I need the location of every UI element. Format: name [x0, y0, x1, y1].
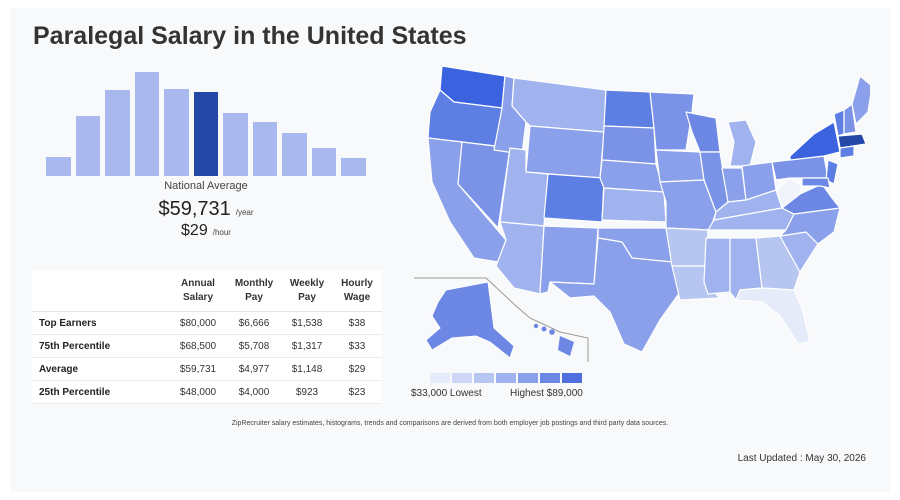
- row-label: Average: [32, 357, 170, 381]
- state-arkansas[interactable]: [665, 227, 709, 267]
- legend-low-label: $33,000 Lowest: [411, 388, 482, 399]
- state-michigan[interactable]: [727, 119, 757, 167]
- state-mississippi[interactable]: [703, 237, 731, 295]
- national-average-yearly: $59,731/year: [46, 198, 366, 221]
- table-cell: $1,317: [282, 334, 332, 358]
- state-nebraska[interactable]: [599, 159, 665, 193]
- table-cell: $68,500: [170, 334, 226, 358]
- state-minnesota[interactable]: [649, 91, 695, 151]
- table-row: Average $59,731 $4,977 $1,148 $29: [32, 357, 382, 381]
- histogram-bar-national-average: [193, 92, 219, 176]
- national-average-label: National Average: [164, 180, 248, 192]
- table-cell: $4,977: [226, 357, 282, 381]
- histogram-bar: [252, 121, 278, 176]
- histogram-bar: [341, 157, 366, 176]
- state-massachusetts[interactable]: [837, 133, 867, 149]
- state-texas[interactable]: [549, 237, 681, 353]
- us-salary-map: [414, 65, 870, 362]
- row-label: 75th Percentile: [32, 334, 170, 358]
- table-cell: $80,000: [170, 311, 226, 335]
- column-header: Annual Salary: [170, 270, 226, 312]
- legend-swatch: [562, 373, 582, 383]
- histogram-bar: [311, 148, 337, 176]
- table-cell: $59,731: [170, 357, 226, 381]
- row-label: Top Earners: [32, 311, 170, 335]
- inset-divider-line: [414, 277, 589, 362]
- table-cell: $48,000: [170, 380, 226, 404]
- histogram-bar: [105, 90, 130, 176]
- state-connecticut[interactable]: [839, 145, 855, 159]
- hourly-unit: /hour: [212, 228, 231, 237]
- yearly-value: $59,731: [158, 198, 231, 220]
- page-title: Paralegal Salary in the United States: [33, 22, 467, 50]
- table-corner: [32, 270, 170, 312]
- table-cell: $33: [332, 334, 382, 358]
- table-row: 25th Percentile $48,000 $4,000 $923 $23: [32, 380, 382, 404]
- table-cell: $4,000: [226, 380, 282, 404]
- histogram-bar: [134, 72, 160, 176]
- histogram-bar: [75, 115, 101, 176]
- column-header: Monthly Pay: [226, 270, 282, 312]
- column-header: Weekly Pay: [282, 270, 332, 312]
- state-arizona[interactable]: [495, 221, 545, 295]
- table-row: 75th Percentile $68,500 $5,708 $1,317 $3…: [32, 334, 382, 358]
- column-header: Hourly Wage: [332, 270, 382, 312]
- state-kansas[interactable]: [601, 187, 667, 223]
- state-hawaii[interactable]: [533, 323, 574, 356]
- state-colorado[interactable]: [543, 173, 605, 223]
- state-alaska[interactable]: [425, 281, 515, 359]
- table-cell: $1,148: [282, 357, 332, 381]
- state-wyoming[interactable]: [525, 125, 605, 179]
- histogram-bar: [223, 113, 248, 176]
- table-cell: $23: [332, 380, 382, 404]
- state-georgia[interactable]: [755, 235, 801, 291]
- state-west-virginia[interactable]: [775, 177, 803, 209]
- national-average-hourly: $29/hour: [46, 222, 366, 240]
- state-north-dakota[interactable]: [603, 89, 655, 129]
- legend-swatch: [452, 373, 472, 383]
- state-florida[interactable]: [735, 287, 811, 345]
- state-south-dakota[interactable]: [601, 125, 657, 165]
- yearly-unit: /year: [235, 208, 254, 217]
- histogram-bar: [46, 156, 71, 176]
- state-maine[interactable]: [851, 75, 870, 125]
- salary-table: Annual Salary Monthly Pay Weekly Pay Hou…: [32, 270, 382, 404]
- table-header-row: Annual Salary Monthly Pay Weekly Pay Hou…: [32, 270, 382, 312]
- table-cell: $6,666: [226, 311, 282, 335]
- legend-swatch: [496, 373, 516, 383]
- table-cell: $923: [282, 380, 332, 404]
- salary-histogram: [46, 70, 366, 176]
- state-new-jersey[interactable]: [825, 159, 839, 185]
- state-wisconsin[interactable]: [685, 111, 721, 153]
- legend-high-label: Highest $89,000: [510, 388, 583, 399]
- last-updated: Last Updated : May 30, 2026: [737, 453, 866, 464]
- table-cell: $5,708: [226, 334, 282, 358]
- table-cell: $29: [332, 357, 382, 381]
- footnote: ZipRecruiter salary estimates, histogram…: [231, 420, 669, 427]
- state-nevada[interactable]: [457, 141, 511, 229]
- table-cell: $38: [332, 311, 382, 335]
- state-maryland[interactable]: [801, 177, 831, 189]
- histogram-bar: [282, 132, 307, 176]
- row-label: 25th Percentile: [32, 380, 170, 404]
- legend-swatch: [540, 373, 560, 383]
- legend-swatch: [430, 373, 450, 383]
- table-cell: $1,538: [282, 311, 332, 335]
- legend-swatch: [474, 373, 494, 383]
- state-pennsylvania[interactable]: [771, 155, 829, 181]
- table-row: Top Earners $80,000 $6,666 $1,538 $38: [32, 311, 382, 335]
- legend-swatch: [518, 373, 538, 383]
- state-iowa[interactable]: [655, 149, 705, 183]
- hourly-value: $29: [181, 222, 208, 239]
- state-new-york[interactable]: [789, 121, 841, 161]
- histogram-bar: [164, 89, 189, 176]
